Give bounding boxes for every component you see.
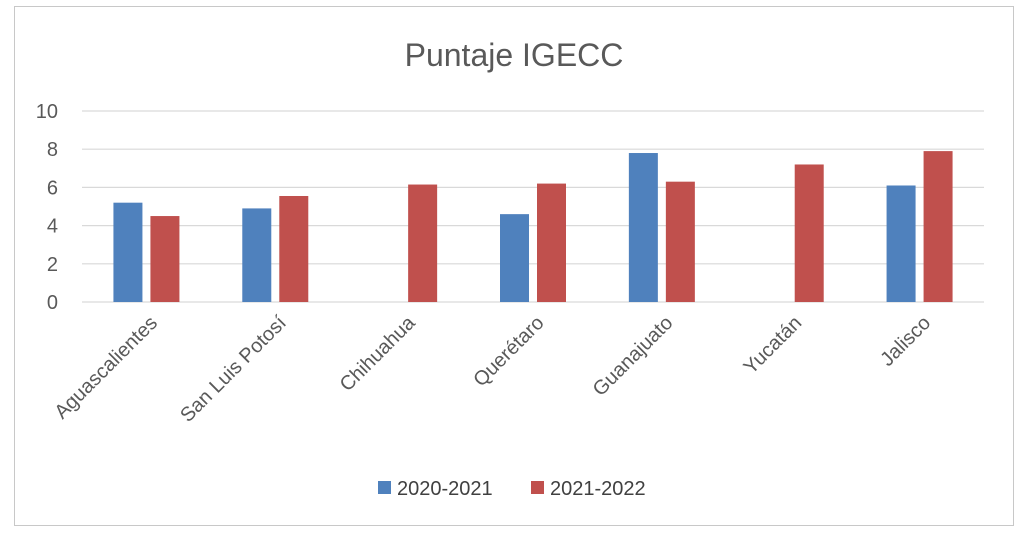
gridlines <box>82 110 984 303</box>
bar-2020-2021-San Luis Potosí <box>242 208 272 302</box>
bar-2020-2021-Jalisco <box>886 185 916 302</box>
legend-label: 2021-2022 <box>550 478 646 500</box>
legend-item: 2021-2022 <box>531 478 646 500</box>
y-tick-label: 6 <box>47 177 58 199</box>
category-label: Yucatán <box>740 312 807 379</box>
legend-swatch <box>531 481 544 494</box>
category-label: Chihuahua <box>336 311 421 396</box>
bar-2021-2022-Yucatán <box>794 164 824 302</box>
bar-2021-2022-Chihuahua <box>408 184 438 302</box>
category-label: Aguascalientes <box>50 312 161 423</box>
category-label: San Luis Potosí <box>176 312 291 427</box>
bar-2020-2021-Guanajuato <box>628 153 658 302</box>
y-tick-label: 8 <box>47 139 58 161</box>
bar-2021-2022-Guanajuato <box>665 181 695 302</box>
y-tick-label: 0 <box>47 292 58 314</box>
chart-title: Puntaje IGECC <box>405 37 624 73</box>
category-label: Querétaro <box>469 312 548 391</box>
bars <box>113 151 953 302</box>
bar-2021-2022-San Luis Potosí <box>279 195 309 302</box>
legend-label: 2020-2021 <box>397 478 493 500</box>
bar-2021-2022-Aguascalientes <box>150 216 180 302</box>
y-tick-label: 2 <box>47 254 58 276</box>
y-tick-label: 4 <box>47 216 58 238</box>
category-label: Jalisco <box>876 312 935 371</box>
bar-2021-2022-Querétaro <box>537 183 566 302</box>
y-tick-label: 10 <box>36 101 58 123</box>
bar-2021-2022-Jalisco <box>923 151 953 302</box>
x-axis-categories: Aguascalientes San Luis Potosí Chihuahua Qu… <box>50 311 935 426</box>
legend-item: 2020-2021 <box>378 478 493 500</box>
bar-2020-2021-Aguascalientes <box>113 202 143 302</box>
legend: 2020-2021 2021-2022 <box>378 478 646 500</box>
bar-2020-2021-Querétaro <box>500 214 529 302</box>
y-axis-ticks: 0 2 4 6 8 10 <box>36 101 58 314</box>
legend-swatch <box>378 481 391 494</box>
category-label: Guanajuato <box>589 312 678 401</box>
